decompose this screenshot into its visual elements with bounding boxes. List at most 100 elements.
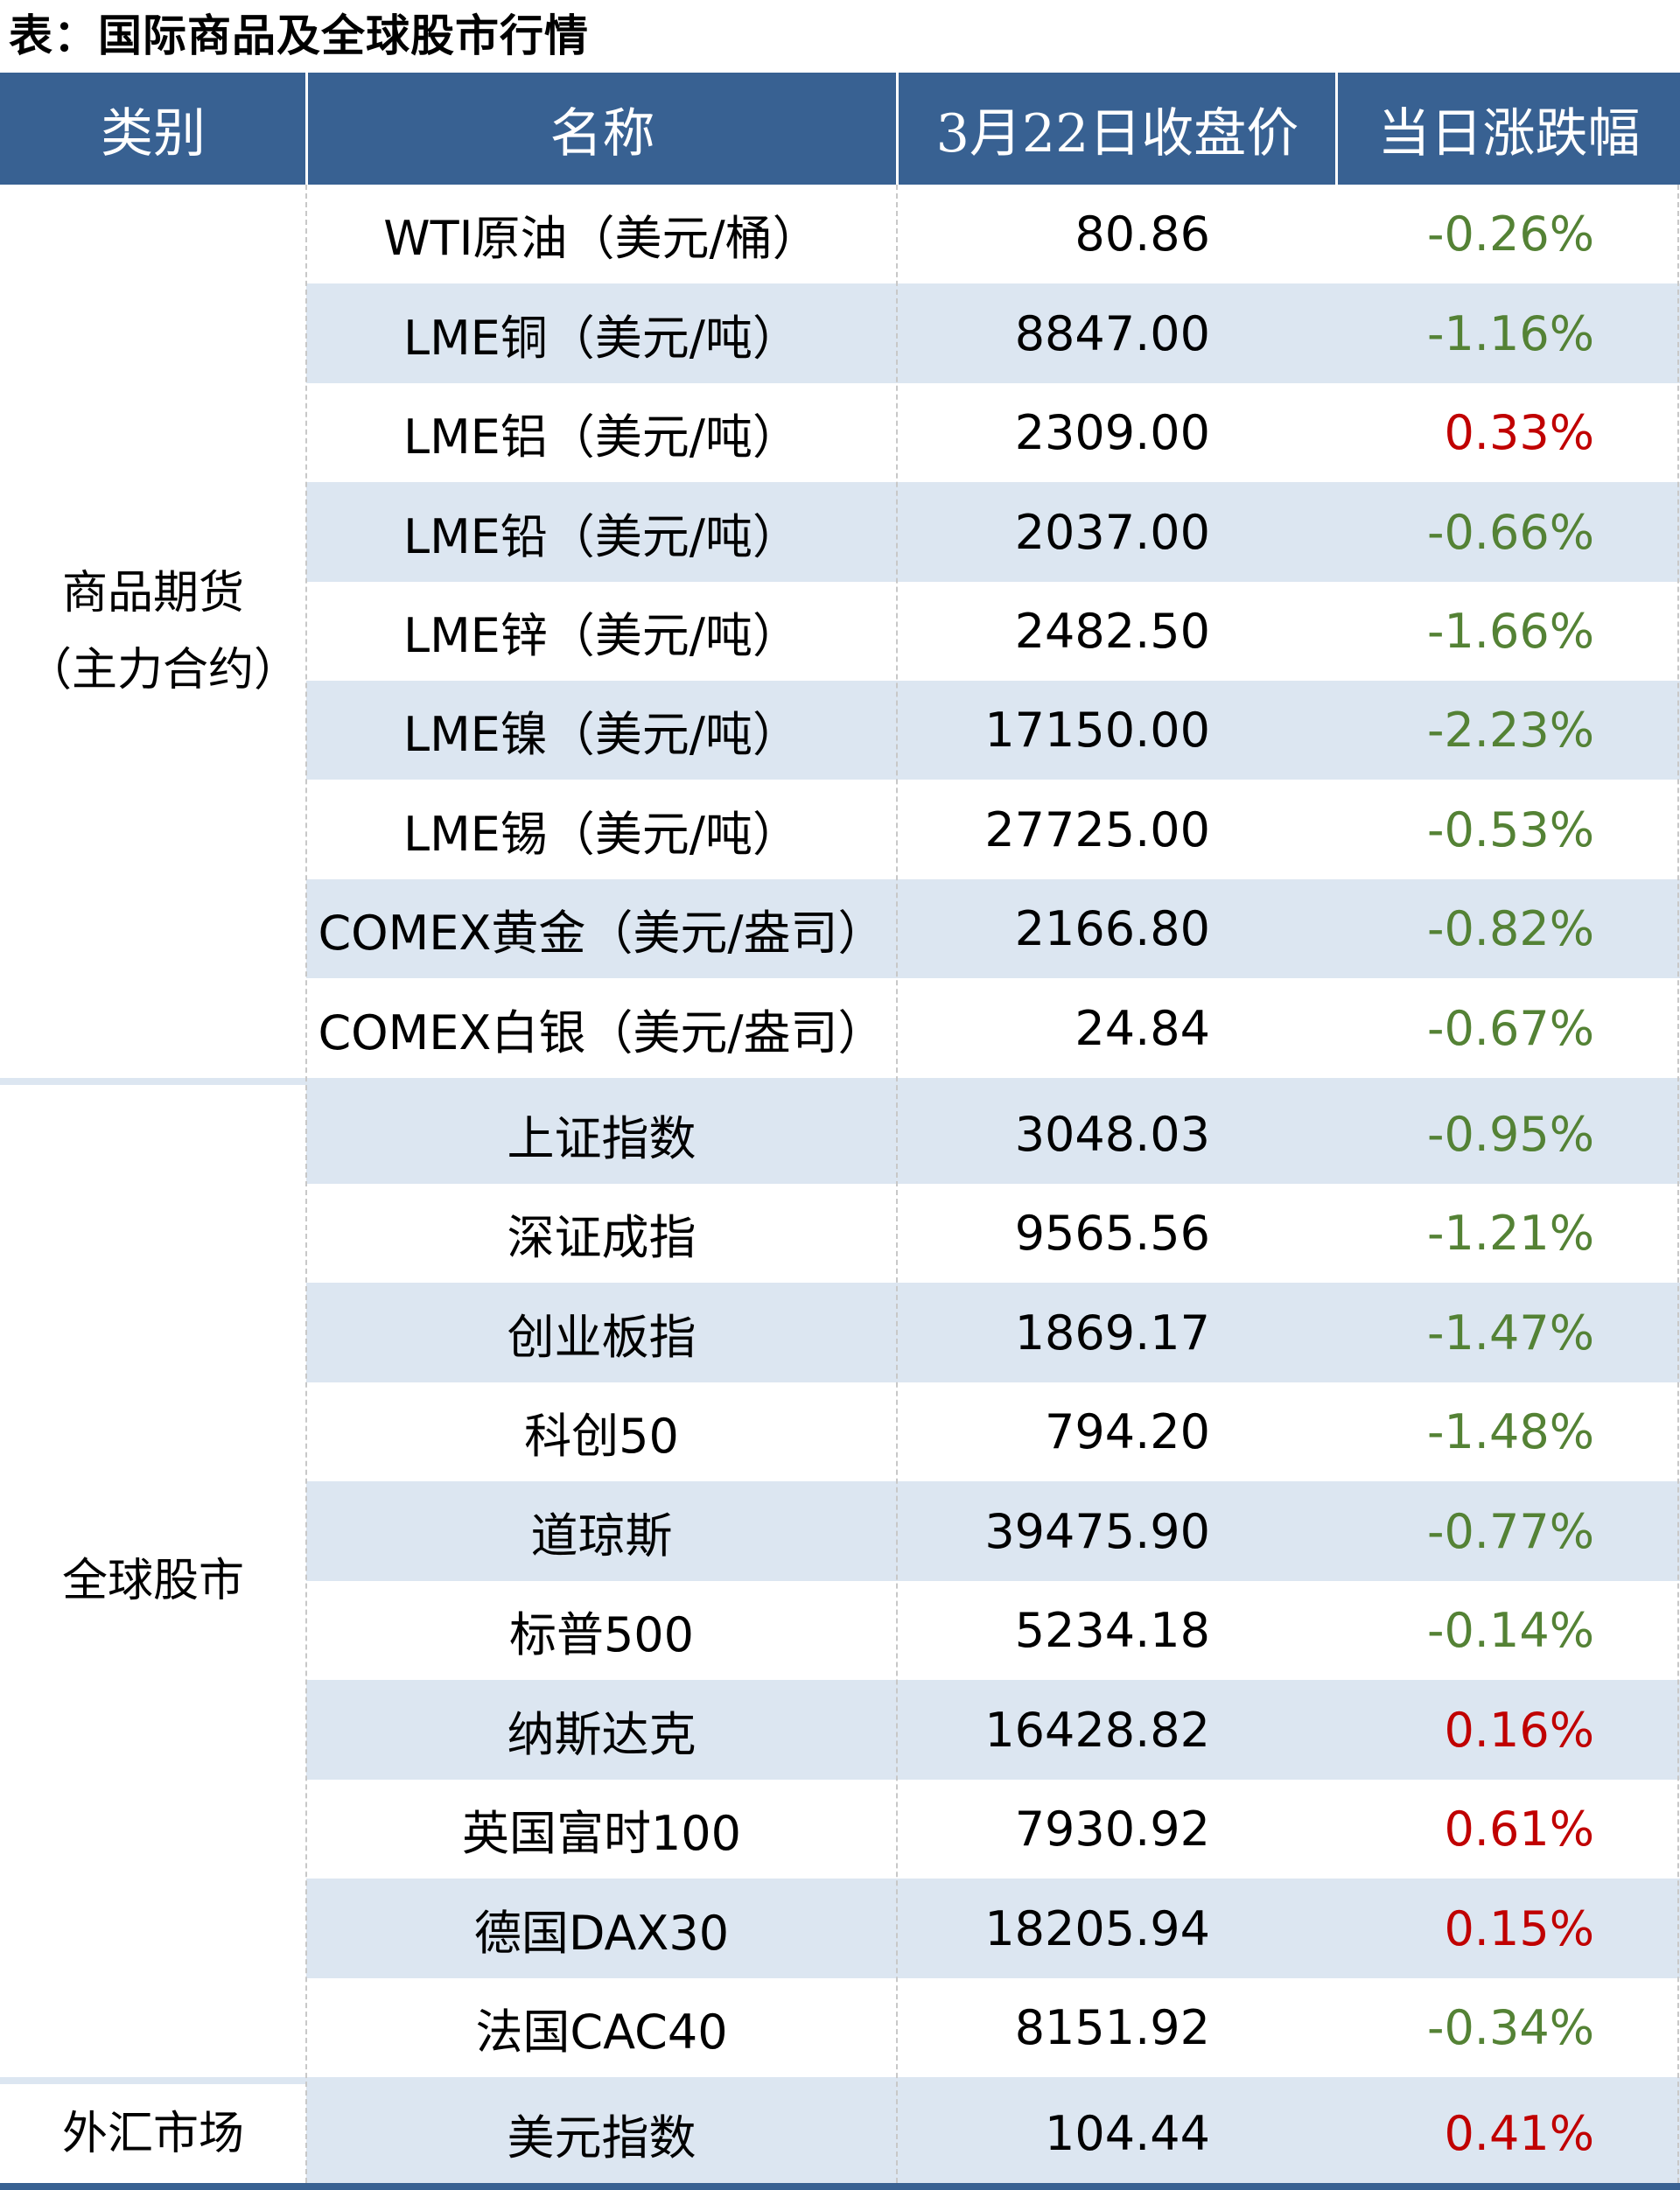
table-title: 表：国际商品及全球股市行情 xyxy=(9,10,589,61)
row-price: 18205.94 xyxy=(984,1900,1210,1956)
row-name: LME镍（美元/吨） xyxy=(403,707,800,762)
table-row: LME锡（美元/吨） 27725.00 -0.53% xyxy=(306,780,1680,879)
row-price: 80.86 xyxy=(1074,206,1210,262)
row-price: 2309.00 xyxy=(1014,405,1210,460)
row-price: 8151.92 xyxy=(1014,2000,1210,2055)
row-name: WTI原油（美元/桶） xyxy=(383,211,820,266)
row-change: -1.16% xyxy=(1426,305,1594,361)
row-name: 科创50 xyxy=(524,1409,679,1464)
table-row: LME铅（美元/吨） 2037.00 -0.66% xyxy=(306,482,1680,582)
row-name: LME锡（美元/吨） xyxy=(403,806,800,862)
table-row: WTI原油（美元/桶） 80.86 -0.26% xyxy=(306,185,1680,283)
table-row: 法国CAC40 8151.92 -0.34% xyxy=(306,1978,1680,2077)
row-name: 纳斯达克 xyxy=(507,1706,696,1762)
row-change: -0.14% xyxy=(1426,1603,1594,1658)
row-price: 8847.00 xyxy=(1014,305,1210,361)
row-name: 创业板指 xyxy=(507,1309,696,1365)
row-price: 2037.00 xyxy=(1014,504,1210,560)
row-change: 0.61% xyxy=(1444,1802,1594,1857)
row-price: 2166.80 xyxy=(1014,901,1210,956)
table-row: 美元指数 104.44 0.41% xyxy=(306,2077,1680,2183)
row-change: -2.23% xyxy=(1426,703,1594,758)
row-change: -0.77% xyxy=(1426,1503,1594,1559)
row-change: -0.53% xyxy=(1426,801,1594,857)
row-change: -1.48% xyxy=(1426,1404,1594,1459)
row-price: 104.44 xyxy=(1045,2106,1210,2161)
table-row: LME镍（美元/吨） 17150.00 -2.23% xyxy=(306,681,1680,780)
row-change: -1.47% xyxy=(1426,1305,1594,1361)
row-price: 9565.56 xyxy=(1014,1206,1210,1261)
row-price: 24.84 xyxy=(1074,1000,1210,1056)
row-price: 17150.00 xyxy=(984,703,1210,758)
table-row: 创业板指 1869.17 -1.47% xyxy=(306,1283,1680,1382)
section-separator xyxy=(0,2077,306,2084)
row-price: 27725.00 xyxy=(984,801,1210,857)
row-change: 0.41% xyxy=(1444,2106,1594,2161)
header-close-price: 3月22日收盘价 xyxy=(935,102,1299,164)
row-change: 0.33% xyxy=(1444,405,1594,460)
row-name: LME铜（美元/吨） xyxy=(403,310,800,366)
header-divider xyxy=(1335,73,1338,185)
category-label: 商品期货（主力合约） xyxy=(26,566,300,696)
row-change: 0.15% xyxy=(1444,1900,1594,1956)
category-label: 全球股市 xyxy=(61,1555,244,1607)
column-divider xyxy=(1677,185,1679,2183)
header-divider xyxy=(896,73,899,185)
row-name: LME铝（美元/吨） xyxy=(403,409,800,465)
row-price: 2482.50 xyxy=(1014,604,1210,659)
table-header: 类别 名称 3月22日收盘价 当日涨跌幅 xyxy=(0,73,1680,185)
row-name: 美元指数 xyxy=(507,2110,696,2166)
row-price: 5234.18 xyxy=(1014,1603,1210,1658)
row-name: COMEX黄金（美元/盎司） xyxy=(318,906,886,961)
row-price: 1869.17 xyxy=(1014,1305,1210,1361)
row-price: 39475.90 xyxy=(984,1503,1210,1559)
table-row: COMEX黄金（美元/盎司） 2166.80 -0.82% xyxy=(306,879,1680,978)
table-row: 上证指数 3048.03 -0.95% xyxy=(306,1078,1680,1184)
table-row: 英国富时100 7930.92 0.61% xyxy=(306,1780,1680,1879)
table-row: 标普500 5234.18 -0.14% xyxy=(306,1581,1680,1680)
row-change: -0.66% xyxy=(1426,504,1594,560)
column-divider xyxy=(896,185,898,2183)
table-row: 纳斯达克 16428.82 0.16% xyxy=(306,1680,1680,1780)
row-name: COMEX白银（美元/盎司） xyxy=(318,1004,886,1060)
table-row: LME铝（美元/吨） 2309.00 0.33% xyxy=(306,383,1680,482)
row-change: -0.82% xyxy=(1426,901,1594,956)
row-price: 7930.92 xyxy=(1014,1802,1210,1857)
table-row: COMEX白银（美元/盎司） 24.84 -0.67% xyxy=(306,978,1680,1078)
row-change: 0.16% xyxy=(1444,1702,1594,1758)
category-global-stocks: 全球股市 xyxy=(0,1085,306,2077)
row-name: 德国DAX30 xyxy=(473,1905,730,1961)
row-name: 道琼斯 xyxy=(530,1508,673,1564)
table-row: LME锌（美元/吨） 2482.50 -1.66% xyxy=(306,582,1680,681)
column-divider xyxy=(305,185,307,2183)
row-change: -1.21% xyxy=(1426,1206,1594,1261)
category-label: 外汇市场 xyxy=(61,2107,244,2160)
section-separator xyxy=(0,1078,306,1085)
table-row: 德国DAX30 18205.94 0.15% xyxy=(306,1879,1680,1978)
row-change: -0.26% xyxy=(1426,206,1594,262)
table-row: 道琼斯 39475.90 -0.77% xyxy=(306,1481,1680,1581)
category-commodities: 商品期货（主力合约） xyxy=(0,185,306,1078)
table-row: 科创50 794.20 -1.48% xyxy=(306,1382,1680,1481)
header-change: 当日涨跌幅 xyxy=(1377,102,1641,164)
category-fx-market: 外汇市场 xyxy=(0,2084,306,2183)
row-name: 上证指数 xyxy=(507,1111,696,1166)
row-name: LME铅（美元/吨） xyxy=(403,508,800,564)
market-table: 类别 名称 3月22日收盘价 当日涨跌幅 商品期货（主力合约） WTI原油（美元… xyxy=(0,73,1680,2190)
row-name: LME锌（美元/吨） xyxy=(403,608,800,663)
header-name: 名称 xyxy=(550,102,655,164)
row-change: -0.95% xyxy=(1426,1107,1594,1162)
header-divider xyxy=(305,73,308,185)
row-name: 标普500 xyxy=(508,1607,695,1662)
table-row: LME铜（美元/吨） 8847.00 -1.16% xyxy=(306,283,1680,383)
row-change: -1.66% xyxy=(1426,604,1594,659)
row-change: -0.34% xyxy=(1426,2000,1594,2055)
table-bottom-border xyxy=(0,2183,1680,2190)
row-price: 794.20 xyxy=(1045,1404,1210,1459)
row-change: -0.67% xyxy=(1426,1000,1594,1056)
row-name: 法国CAC40 xyxy=(475,2005,728,2060)
row-price: 3048.03 xyxy=(1014,1107,1210,1162)
row-name: 英国富时100 xyxy=(461,1806,742,1861)
row-name: 深证成指 xyxy=(507,1210,696,1265)
table-row: 深证成指 9565.56 -1.21% xyxy=(306,1184,1680,1283)
